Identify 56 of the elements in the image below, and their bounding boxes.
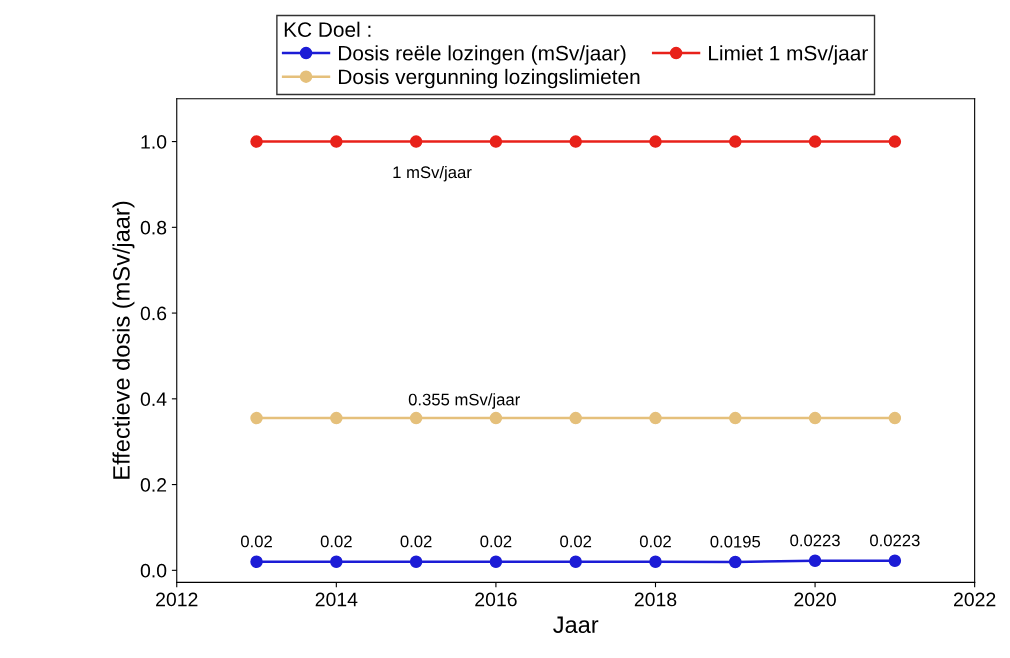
data-label: 0.02 <box>639 535 671 548</box>
point <box>489 135 503 148</box>
point <box>729 135 742 148</box>
point <box>330 135 343 148</box>
data-label: 0.0195 <box>710 535 761 548</box>
point <box>489 555 503 569</box>
legend-label: Dosis reële lozingen (mSv/jaar) <box>339 45 626 65</box>
legend-label: Dosis vergunning lozingslimieten <box>339 68 640 89</box>
y-tick-label: 0.8 <box>140 220 167 235</box>
x-tick-label: 2014 <box>315 592 358 607</box>
point <box>808 135 822 148</box>
y-tick-label: 1.0 <box>141 135 167 149</box>
x-tick-label: 2018 <box>634 592 677 607</box>
annotation: 1 mSv/jaar <box>393 165 472 182</box>
legend-label: Limiet 1 mSv/jaar <box>709 45 868 65</box>
data-label: 0.02 <box>480 535 512 548</box>
point <box>888 411 902 425</box>
point <box>649 411 662 425</box>
point <box>409 411 423 425</box>
y-axis-title: Effectieve dosis (mSv/jaar) <box>112 201 135 479</box>
point <box>409 555 423 569</box>
point <box>569 411 582 425</box>
point <box>808 411 822 425</box>
data-label: 0.02 <box>400 535 432 548</box>
x-tick-label: 2020 <box>794 592 836 607</box>
point <box>808 554 822 568</box>
point <box>409 135 423 148</box>
point <box>330 555 343 569</box>
data-label: 0.02 <box>320 535 352 548</box>
x-axis-title: Jaar <box>553 616 599 634</box>
point <box>888 554 902 568</box>
point <box>250 135 263 148</box>
point <box>649 555 662 569</box>
y-tick-label: 0.0 <box>140 563 167 578</box>
y-tick-label: 0.4 <box>140 392 167 407</box>
y-tick-label: 0.6 <box>140 306 167 321</box>
x-tick-label: 2022 <box>954 592 996 607</box>
point <box>330 411 343 425</box>
annotation: 0.355 mSv/jaar <box>408 393 520 409</box>
point <box>250 555 263 569</box>
point <box>569 135 582 148</box>
data-label: 0.0223 <box>870 534 920 547</box>
point <box>729 411 742 425</box>
data-label: 0.02 <box>560 535 592 548</box>
x-tick-label: 2016 <box>475 592 517 607</box>
point <box>569 555 582 569</box>
point <box>888 135 902 148</box>
data-label: 0.02 <box>240 535 272 548</box>
y-tick-label: 0.2 <box>140 478 167 492</box>
legend-title: KC Doel : <box>284 21 371 37</box>
point <box>250 411 263 425</box>
data-label: 0.0223 <box>790 534 840 547</box>
point <box>489 411 503 425</box>
point <box>729 555 742 569</box>
x-tick-label: 2012 <box>156 592 198 607</box>
point <box>649 135 662 148</box>
